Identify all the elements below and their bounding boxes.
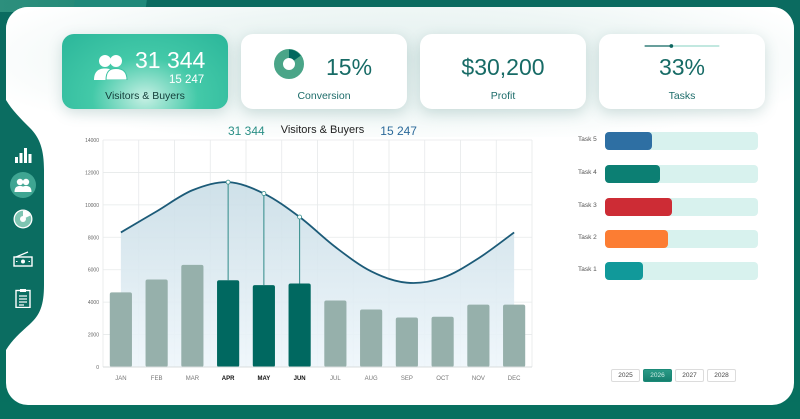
nav-item-dashboard[interactable] <box>10 142 36 168</box>
clipboard-icon <box>15 289 31 308</box>
y-tick-label: 6000 <box>88 268 99 274</box>
kpi-card-visitors[interactable]: 31 344 15 247 Visitors & Buyers <box>62 34 228 109</box>
nav-item-tasks[interactable] <box>10 285 36 311</box>
x-tick-label: MAY <box>257 376 270 382</box>
task-progress-track <box>605 262 758 280</box>
x-tick-label: JAN <box>115 376 126 382</box>
buyers-value: 15 247 <box>169 74 205 86</box>
year-button-2025[interactable]: 2025 <box>611 369 640 382</box>
data-point-marker[interactable] <box>225 179 231 185</box>
x-tick-label: AUG <box>365 376 378 382</box>
year-button-2028[interactable]: 2028 <box>707 369 736 382</box>
task-progress-track <box>605 230 758 248</box>
bar-aug[interactable] <box>360 309 383 367</box>
sidebar <box>0 100 44 350</box>
task-label: Task 2 <box>578 234 597 241</box>
bar-jun[interactable] <box>288 283 311 367</box>
task-progress-fill <box>605 132 653 150</box>
year-button-2027[interactable]: 2027 <box>675 369 704 382</box>
legend-visitors-value: 31 344 <box>228 124 265 138</box>
y-tick-label: 8000 <box>88 235 99 241</box>
task-label: Task 1 <box>578 266 597 273</box>
x-tick-label: JUL <box>330 376 341 382</box>
bar-may[interactable] <box>252 285 275 367</box>
bar-apr[interactable] <box>217 280 240 367</box>
kpi-card-profit[interactable]: $30,200 Profit <box>420 34 586 109</box>
profit-value: $30,200 <box>461 54 545 80</box>
users-icon <box>14 178 32 192</box>
legend-title: Visitors & Buyers <box>280 124 365 136</box>
task-row[interactable]: Task 2 <box>578 230 760 248</box>
bar-nov[interactable] <box>467 304 490 367</box>
y-tick-label: 12000 <box>85 170 99 176</box>
task-progress-fill <box>605 230 668 248</box>
year-selector: 2025 2026 2027 2028 <box>611 369 736 382</box>
profit-label: Profit <box>490 90 516 102</box>
x-tick-label: OCT <box>436 376 449 382</box>
task-progress-fill <box>605 165 661 183</box>
legend-buyers-value: 15 247 <box>380 124 417 138</box>
bar-chart-icon <box>15 148 32 163</box>
task-label: Task 4 <box>578 169 597 176</box>
chart-legend: 31 344 Visitors & Buyers 15 247 <box>228 124 417 138</box>
x-tick-label: FEB <box>151 376 163 382</box>
nav-item-users[interactable] <box>10 172 36 198</box>
x-tick-label: APR <box>222 376 235 382</box>
visitors-value: 31 344 <box>135 47 206 73</box>
task-progress-fill <box>605 198 673 216</box>
y-tick-label: 14000 <box>85 138 99 144</box>
y-tick-label: 0 <box>96 365 99 371</box>
bar-mar[interactable] <box>181 264 204 367</box>
users-icon <box>94 55 128 80</box>
conversion-label: Conversion <box>297 90 351 102</box>
money-icon <box>13 251 33 267</box>
y-tick-label: 4000 <box>88 300 99 306</box>
kpi-card-conversion[interactable]: 15% Conversion <box>241 34 407 109</box>
task-row[interactable]: Task 5 <box>578 132 760 150</box>
task-label: Task 5 <box>578 136 597 143</box>
task-progress-track <box>605 165 758 183</box>
y-tick-label: 2000 <box>88 333 99 339</box>
tasks-label: Tasks <box>668 90 696 102</box>
tasks-progress-slider[interactable] <box>626 44 738 48</box>
task-row[interactable]: Task 3 <box>578 198 760 216</box>
task-progress-fill <box>605 262 644 280</box>
task-label: Task 3 <box>578 202 597 209</box>
bar-dec[interactable] <box>503 304 526 367</box>
bar-oct[interactable] <box>431 316 454 367</box>
task-progress-track <box>605 198 758 216</box>
x-tick-label: DEC <box>508 376 521 382</box>
x-tick-label: MAR <box>186 376 200 382</box>
slider-handle[interactable] <box>669 44 674 48</box>
bar-jul[interactable] <box>324 300 347 367</box>
donut-chart-icon <box>274 49 304 79</box>
x-tick-label: SEP <box>401 376 413 382</box>
data-point-marker[interactable] <box>297 214 303 220</box>
donut-chart-icon <box>13 209 33 229</box>
conversion-value: 15% <box>326 54 373 80</box>
task-progress-track <box>605 132 758 150</box>
visitors-curve <box>120 181 515 284</box>
x-tick-label: JUN <box>294 376 306 382</box>
y-tick-label: 10000 <box>85 203 99 209</box>
bar-sep[interactable] <box>395 317 418 367</box>
data-point-marker[interactable] <box>261 191 267 196</box>
task-row[interactable]: Task 1 <box>578 262 760 280</box>
nav-item-conversion[interactable] <box>10 206 36 232</box>
nav-item-profit[interactable] <box>10 246 36 272</box>
bar-feb[interactable] <box>145 279 168 367</box>
tasks-value: 33% <box>658 54 706 80</box>
x-tick-label: NOV <box>472 376 485 382</box>
visitors-label: Visitors & Buyers <box>105 90 185 102</box>
year-button-2026[interactable]: 2026 <box>643 369 672 382</box>
task-row[interactable]: Task 4 <box>578 165 760 183</box>
bar-jan[interactable] <box>109 292 132 367</box>
